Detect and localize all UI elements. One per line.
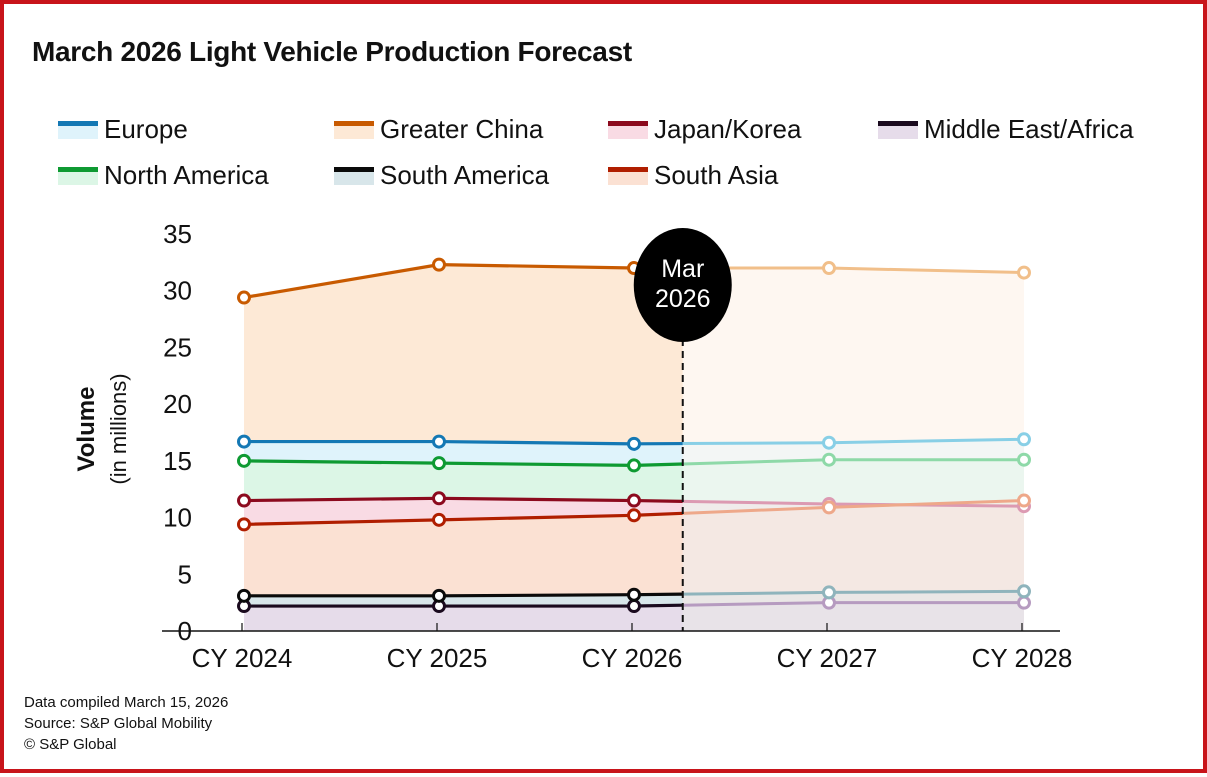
data-point-europe	[1017, 432, 1031, 447]
legend-swatch	[58, 120, 98, 139]
legend-item-europe: Europe	[58, 114, 188, 145]
y-tick-label: 0	[178, 616, 192, 646]
line-chart: CY 2024 CY 2025 CY 2026 CY 2027 CY 2028 0 5 10 1…	[73, 219, 1073, 673]
footer-source: Source: S&P Global Mobility	[24, 715, 213, 732]
legend-swatch	[334, 120, 374, 139]
data-point-middle-east-africa	[1017, 595, 1031, 610]
legend-item-middle-east-africa: Middle East/Africa	[878, 114, 1134, 145]
data-point-europe	[432, 434, 446, 449]
series-europe	[237, 432, 1031, 451]
data-point-europe	[822, 435, 836, 450]
data-point-south-asia	[1017, 493, 1031, 508]
x-tick-label: CY 2024	[192, 643, 293, 673]
legend-item-north-america: North America	[58, 160, 269, 191]
data-point-greater-china	[432, 257, 446, 272]
data-point-south-asia	[822, 500, 836, 515]
chart-title: March 2026 Light Vehicle Production Fore…	[32, 36, 632, 67]
x-tick-label: CY 2026	[582, 643, 683, 673]
y-tick-label: 20	[163, 389, 192, 419]
legend-item-greater-china: Greater China	[334, 114, 543, 145]
data-point-south-asia	[432, 512, 446, 527]
data-point-north-america	[1017, 452, 1031, 467]
legend-label: Japan/Korea	[654, 114, 802, 144]
footer: Data compiled March 15, 2026 Source: S&P…	[24, 692, 228, 755]
line-actual-middle-east-africa	[244, 603, 683, 608]
forecast-marker-badge	[633, 228, 732, 342]
legend-label: Greater China	[380, 114, 544, 144]
y-tick-label: 30	[163, 276, 192, 306]
forecast-marker-label: Mar	[661, 255, 704, 283]
legend-label: Europe	[104, 114, 188, 144]
area-forecast-middle-east-africa	[682, 602, 1024, 631]
series-middle-east-africa	[237, 595, 1031, 614]
area-actual-middle-east-africa	[244, 605, 683, 631]
y-tick-label: 35	[163, 219, 192, 249]
legend-item-south-america: South America	[334, 160, 549, 191]
line-actual-south-asia	[243, 511, 683, 526]
data-point-greater-china	[822, 261, 836, 276]
legend-swatch	[334, 166, 374, 185]
y-axis-sublabel: (in millions)	[106, 373, 131, 484]
x-tick-label: CY 2025	[387, 643, 488, 673]
area-forecast-europe	[682, 439, 1024, 631]
data-point-south-america	[822, 585, 836, 600]
footer-compiled: Data compiled March 15, 2026	[24, 694, 229, 711]
x-tick-label: CY 2027	[777, 643, 878, 673]
data-point-north-america	[432, 456, 446, 471]
series-north-america	[237, 452, 1031, 473]
data-point-greater-china	[1017, 265, 1031, 280]
data-point-europe	[237, 434, 251, 449]
data-point-south-asia	[627, 508, 641, 523]
legend-swatch	[608, 166, 648, 185]
x-tick-label: CY 2028	[972, 643, 1073, 673]
legend-label: Middle East/Africa	[924, 114, 1134, 144]
data-point-south-america	[1017, 584, 1031, 599]
line-actual-south-america	[244, 592, 683, 598]
data-point-south-america	[432, 588, 446, 603]
forecast-marker-label: 2026	[655, 285, 711, 313]
legend-label: South America	[380, 160, 550, 190]
legend-item-japan-korea: Japan/Korea	[608, 114, 801, 145]
legend-swatch	[608, 120, 648, 139]
data-point-north-america	[627, 458, 641, 473]
data-point-north-america	[237, 453, 251, 468]
line-actual-japan-korea	[243, 496, 683, 504]
legend-swatch	[58, 166, 98, 185]
data-point-south-america	[627, 587, 641, 602]
footer-copyright: © S&P Global	[24, 736, 117, 753]
area-forecast-japan-korea	[682, 501, 1024, 631]
y-tick-label: 5	[178, 559, 192, 589]
legend-item-south-asia: South Asia	[608, 160, 778, 191]
series-south-america	[237, 584, 1031, 603]
y-tick-label: 10	[163, 503, 192, 533]
data-point-middle-east-africa	[627, 599, 641, 614]
data-point-south-america	[237, 588, 251, 603]
legend-swatch	[878, 120, 918, 139]
y-tick-label: 25	[163, 332, 192, 362]
data-point-japan-korea	[432, 491, 446, 506]
data-point-europe	[627, 436, 641, 451]
data-point-south-asia	[237, 517, 251, 532]
y-tick-label: 15	[163, 446, 192, 476]
legend-label: North America	[104, 160, 269, 190]
series-south-asia	[237, 493, 1031, 532]
area-forecast-south-asia	[682, 500, 1024, 631]
line-actual-europe	[244, 439, 683, 446]
data-point-greater-china	[237, 290, 251, 305]
data-point-japan-korea	[627, 493, 641, 508]
line-actual-north-america	[243, 459, 683, 467]
data-point-japan-korea	[237, 493, 251, 508]
data-point-north-america	[822, 452, 836, 467]
legend-label: South Asia	[654, 160, 779, 190]
area-forecast-greater-china	[682, 268, 1024, 631]
y-axis-label: Volume	[73, 387, 100, 472]
